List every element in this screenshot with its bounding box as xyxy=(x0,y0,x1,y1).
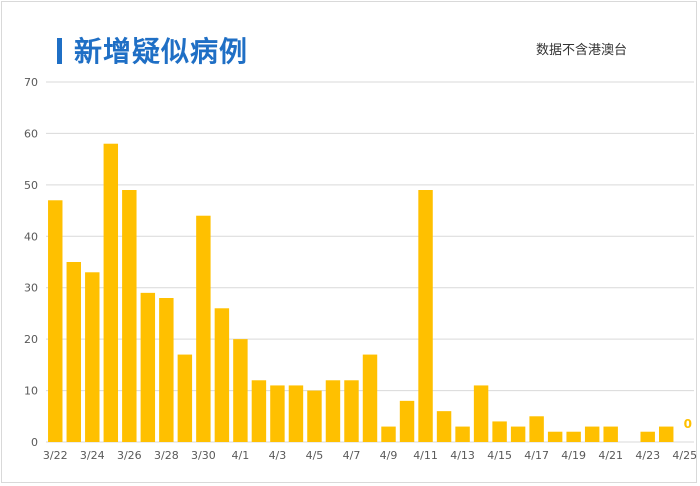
bar-4-17 xyxy=(529,416,544,442)
bar-4-12 xyxy=(436,411,452,442)
y-tick-label: 20 xyxy=(24,333,38,346)
bar-3-22 xyxy=(48,200,63,442)
bar-4-18 xyxy=(547,431,563,442)
bar-4-21 xyxy=(603,426,618,442)
bar-4-3 xyxy=(270,385,285,442)
x-tick-label: 4/11 xyxy=(413,449,438,462)
bar-4-6 xyxy=(325,380,341,442)
bar-4-11 xyxy=(418,190,433,442)
title-accent-bar xyxy=(57,38,62,64)
x-tick-label: 4/15 xyxy=(487,449,512,462)
x-tick-label: 4/25 xyxy=(672,449,697,462)
y-tick-label: 60 xyxy=(24,127,38,140)
bar-4-13 xyxy=(455,426,470,442)
x-tick-label: 4/3 xyxy=(269,449,287,462)
bar-4-4 xyxy=(288,385,304,442)
x-tick-label: 3/22 xyxy=(43,449,68,462)
x-tick-label: 3/28 xyxy=(154,449,179,462)
bar-3-23 xyxy=(66,262,81,442)
y-tick-label: 30 xyxy=(24,282,38,295)
x-tick-label: 4/9 xyxy=(380,449,398,462)
y-tick-label: 70 xyxy=(24,76,38,89)
bar-4-14 xyxy=(473,385,489,442)
bar-4-19 xyxy=(566,431,581,442)
y-tick-label: 50 xyxy=(24,179,38,192)
x-tick-label: 4/1 xyxy=(232,449,250,462)
bar-4-20 xyxy=(584,426,600,442)
data-note: 数据不含港澳台 xyxy=(536,43,628,58)
bar-4-16 xyxy=(510,426,526,442)
bar-3-27 xyxy=(140,292,156,442)
bar-4-10 xyxy=(399,400,415,442)
bar-4-1 xyxy=(233,339,248,442)
bar-4-8 xyxy=(362,354,378,442)
x-tick-label: 4/21 xyxy=(598,449,623,462)
chart-title: 新增疑似病例 xyxy=(74,35,249,68)
bar-4-9 xyxy=(381,426,396,442)
bar-3-31 xyxy=(214,308,230,442)
bar-3-29 xyxy=(177,354,193,442)
bar-3-30 xyxy=(196,215,211,442)
y-tick-label: 10 xyxy=(24,385,38,398)
bar-4-7 xyxy=(344,380,359,442)
bar-3-28 xyxy=(159,298,174,442)
x-tick-label: 3/26 xyxy=(117,449,142,462)
bar-3-26 xyxy=(122,190,137,442)
x-tick-label: 4/13 xyxy=(450,449,475,462)
y-tick-label: 40 xyxy=(24,230,38,243)
x-tick-label: 4/23 xyxy=(635,449,660,462)
bar-4-24 xyxy=(659,426,674,442)
x-tick-label: 4/7 xyxy=(343,449,361,462)
y-tick-label: 0 xyxy=(31,436,38,449)
x-tick-label: 4/5 xyxy=(306,449,324,462)
x-tick-label: 4/17 xyxy=(524,449,549,462)
bar-3-24 xyxy=(85,272,100,442)
x-tick-label: 3/24 xyxy=(80,449,105,462)
bar-4-15 xyxy=(492,421,507,442)
bar-3-25 xyxy=(103,143,119,442)
data-label: 0 xyxy=(684,417,692,431)
x-tick-label: 3/30 xyxy=(191,449,216,462)
bar-4-5 xyxy=(307,390,322,442)
x-tick-label: 4/19 xyxy=(561,449,586,462)
bar-4-23 xyxy=(640,431,655,442)
bar-4-2 xyxy=(251,380,267,442)
